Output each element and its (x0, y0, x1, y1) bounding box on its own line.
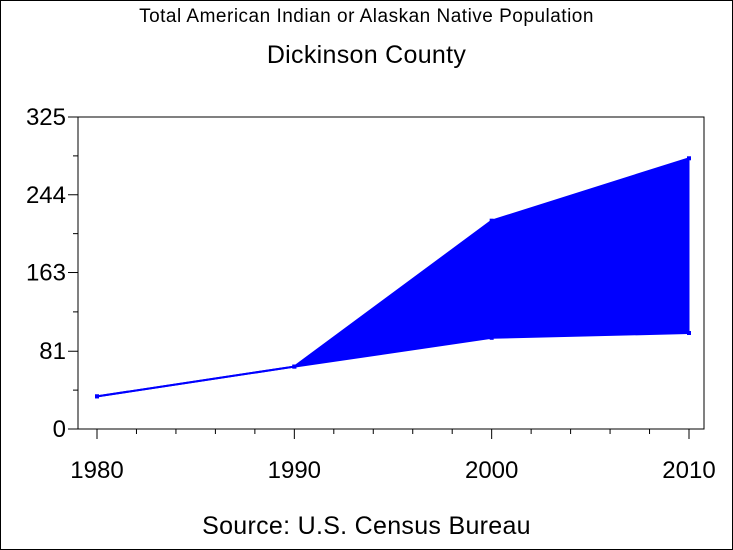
y-tick-label: 325 (26, 104, 66, 131)
series-line-2 (96, 332, 690, 398)
data-point (687, 331, 691, 335)
y-tick-label: 0 (53, 416, 66, 443)
x-tick-label: 1980 (70, 457, 123, 484)
y-tick-label: 81 (39, 338, 66, 365)
data-point (489, 335, 494, 340)
data-point (687, 156, 691, 161)
y-axis: 0 81 163 244 325 (26, 104, 78, 443)
y-tick-label: 244 (26, 182, 66, 209)
area-band (96, 157, 690, 397)
source-note: Source: U.S. Census Bureau (202, 512, 531, 540)
x-tick-label: 2000 (465, 457, 518, 484)
chart-title: Total American Indian or Alaskan Native … (139, 6, 594, 27)
x-axis: 1980 1990 2000 2010 (70, 429, 716, 484)
data-point (95, 394, 99, 399)
chart-subtitle: Dickinson County (266, 41, 467, 69)
x-tick-label: 2010 (662, 457, 715, 484)
data-point (489, 218, 494, 223)
data-point (292, 364, 297, 369)
y-tick-label: 163 (26, 260, 66, 287)
x-tick-label: 1990 (268, 457, 321, 484)
